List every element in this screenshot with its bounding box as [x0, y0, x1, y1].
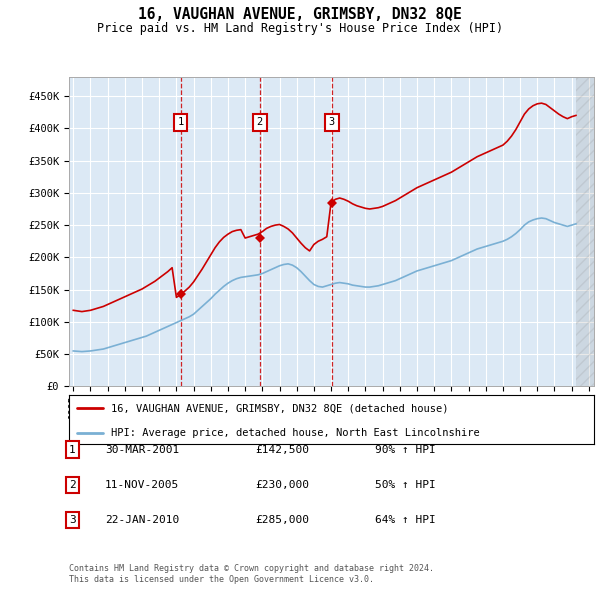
Text: 3: 3	[69, 516, 76, 525]
Text: 64% ↑ HPI: 64% ↑ HPI	[375, 516, 436, 525]
Text: This data is licensed under the Open Government Licence v3.0.: This data is licensed under the Open Gov…	[69, 575, 374, 584]
Text: 2: 2	[257, 117, 263, 127]
Text: 16, VAUGHAN AVENUE, GRIMSBY, DN32 8QE (detached house): 16, VAUGHAN AVENUE, GRIMSBY, DN32 8QE (d…	[111, 404, 449, 414]
Text: 11-NOV-2005: 11-NOV-2005	[105, 480, 179, 490]
Text: Contains HM Land Registry data © Crown copyright and database right 2024.: Contains HM Land Registry data © Crown c…	[69, 565, 434, 573]
Text: 1: 1	[69, 445, 76, 454]
Text: £142,500: £142,500	[255, 445, 309, 454]
Text: 3: 3	[329, 117, 335, 127]
Text: 16, VAUGHAN AVENUE, GRIMSBY, DN32 8QE: 16, VAUGHAN AVENUE, GRIMSBY, DN32 8QE	[138, 6, 462, 22]
Text: Price paid vs. HM Land Registry's House Price Index (HPI): Price paid vs. HM Land Registry's House …	[97, 22, 503, 35]
Text: HPI: Average price, detached house, North East Lincolnshire: HPI: Average price, detached house, Nort…	[111, 428, 480, 438]
Text: 30-MAR-2001: 30-MAR-2001	[105, 445, 179, 454]
Text: 1: 1	[178, 117, 184, 127]
Text: 90% ↑ HPI: 90% ↑ HPI	[375, 445, 436, 454]
Text: £230,000: £230,000	[255, 480, 309, 490]
Text: £285,000: £285,000	[255, 516, 309, 525]
Text: 50% ↑ HPI: 50% ↑ HPI	[375, 480, 436, 490]
Text: 2: 2	[69, 480, 76, 490]
Text: 22-JAN-2010: 22-JAN-2010	[105, 516, 179, 525]
